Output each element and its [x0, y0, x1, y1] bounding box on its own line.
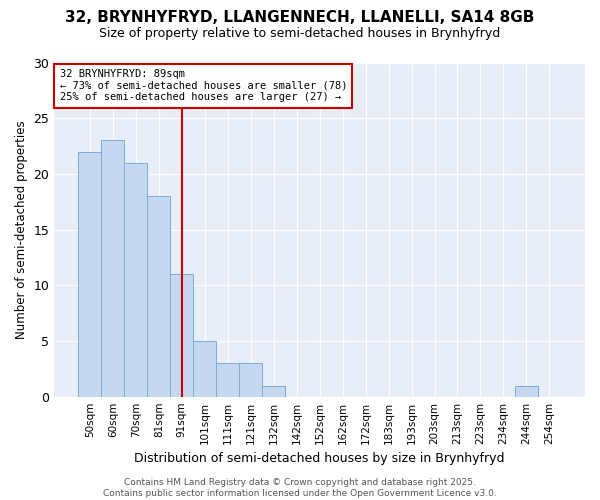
- Y-axis label: Number of semi-detached properties: Number of semi-detached properties: [15, 120, 28, 339]
- Bar: [239, 364, 262, 396]
- Bar: [193, 341, 216, 396]
- Bar: [515, 386, 538, 396]
- Bar: [79, 152, 101, 396]
- Text: Contains HM Land Registry data © Crown copyright and database right 2025.
Contai: Contains HM Land Registry data © Crown c…: [103, 478, 497, 498]
- Text: Size of property relative to semi-detached houses in Brynhyfryd: Size of property relative to semi-detach…: [100, 28, 500, 40]
- Text: 32 BRYNHYFRYD: 89sqm
← 73% of semi-detached houses are smaller (78)
25% of semi-: 32 BRYNHYFRYD: 89sqm ← 73% of semi-detac…: [59, 69, 347, 102]
- X-axis label: Distribution of semi-detached houses by size in Brynhyfryd: Distribution of semi-detached houses by …: [134, 452, 505, 465]
- Text: 32, BRYNHYFRYD, LLANGENNECH, LLANELLI, SA14 8GB: 32, BRYNHYFRYD, LLANGENNECH, LLANELLI, S…: [65, 10, 535, 25]
- Bar: [216, 364, 239, 396]
- Bar: [124, 163, 148, 396]
- Bar: [148, 196, 170, 396]
- Bar: [101, 140, 124, 396]
- Bar: [170, 274, 193, 396]
- Bar: [262, 386, 285, 396]
